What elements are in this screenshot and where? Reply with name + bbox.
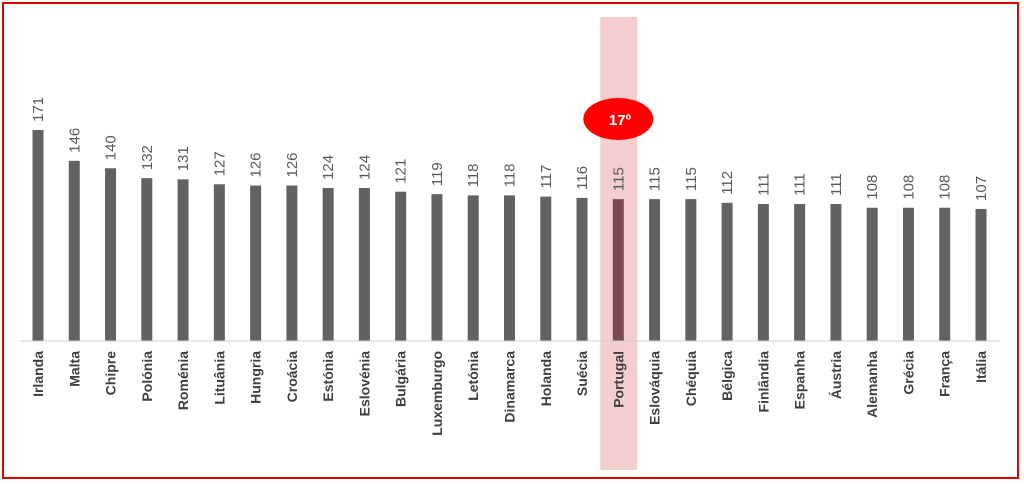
x-tick-label: Alemanha bbox=[864, 351, 880, 418]
data-label: 118 bbox=[465, 163, 482, 187]
x-tick-label: Luxemburgo bbox=[429, 351, 445, 436]
bar-frança bbox=[939, 207, 951, 341]
data-label: 140 bbox=[103, 135, 120, 160]
bar-grécia bbox=[902, 207, 914, 341]
bar-eslovénia bbox=[358, 187, 370, 341]
x-tick-label: Letónia bbox=[465, 351, 481, 401]
x-tick-label: Roménia bbox=[175, 351, 191, 410]
x-tick-label: Itália bbox=[973, 351, 989, 383]
x-tick-label: Hungria bbox=[248, 351, 264, 404]
data-label: 111 bbox=[755, 173, 772, 196]
data-label: 146 bbox=[66, 128, 83, 153]
bar-irlanda bbox=[32, 130, 44, 341]
bar-polónia bbox=[141, 178, 153, 341]
x-tick-label: Chipre bbox=[103, 351, 119, 396]
bar-itália bbox=[975, 208, 987, 341]
bar-chipre bbox=[105, 168, 117, 341]
bar-bulgária bbox=[395, 191, 407, 341]
bar-dinamarca bbox=[504, 195, 515, 341]
bar-luxemburgo bbox=[431, 194, 443, 341]
data-label: 116 bbox=[574, 166, 591, 190]
x-tick-label: Chéquia bbox=[683, 351, 699, 406]
data-label: 126 bbox=[284, 152, 301, 177]
x-tick-label: Holanda bbox=[538, 351, 554, 406]
data-label: 124 bbox=[356, 155, 373, 180]
bar-alemanha bbox=[866, 207, 878, 341]
x-tick-label: Bulgária bbox=[393, 351, 409, 407]
x-tick-label: Portugal bbox=[610, 351, 626, 408]
data-label: 126 bbox=[248, 152, 265, 177]
data-label: 118 bbox=[502, 163, 519, 187]
x-tick-label: Croácia bbox=[284, 351, 300, 403]
data-label: 107 bbox=[973, 176, 990, 201]
data-label: 108 bbox=[937, 175, 954, 200]
x-tick-label: França bbox=[937, 351, 953, 397]
data-label: 121 bbox=[393, 159, 410, 184]
x-tick-label: Polónia bbox=[139, 351, 155, 402]
data-label: 111 bbox=[828, 173, 845, 196]
x-tick-label: Finlândia bbox=[755, 351, 771, 413]
bar-espanha bbox=[794, 204, 806, 341]
data-label: 171 bbox=[30, 97, 47, 122]
data-label: 117 bbox=[538, 165, 555, 189]
data-label: 108 bbox=[864, 175, 881, 200]
data-label: 108 bbox=[900, 175, 917, 200]
x-tick-label: Eslováquia bbox=[647, 351, 663, 425]
bar-finlândia bbox=[757, 204, 769, 341]
chart-frame bbox=[2, 2, 1019, 479]
x-tick-label: Espanha bbox=[792, 351, 808, 410]
data-label: 131 bbox=[175, 146, 192, 171]
bar-roménia bbox=[177, 179, 189, 341]
data-label: 127 bbox=[211, 151, 228, 176]
bar-eslováquia bbox=[649, 199, 661, 341]
x-tick-label: Suécia bbox=[574, 351, 590, 396]
bar-chéquia bbox=[685, 199, 697, 341]
bar-lituânia bbox=[213, 184, 225, 341]
x-tick-label: Estónia bbox=[320, 351, 336, 402]
data-label: 132 bbox=[139, 145, 156, 170]
data-label: 124 bbox=[320, 155, 337, 180]
data-label: 115 bbox=[683, 167, 700, 191]
x-tick-label: Dinamarca bbox=[502, 351, 518, 423]
rank-badge: 17º bbox=[583, 98, 654, 140]
bar-bélgica bbox=[721, 202, 733, 341]
bar-malta bbox=[68, 160, 80, 341]
data-label: 119 bbox=[429, 162, 446, 186]
bar-suécia bbox=[576, 197, 588, 341]
rank-badge-shape bbox=[583, 98, 654, 140]
x-tick-label: Bélgica bbox=[719, 351, 735, 401]
bar-portugal bbox=[612, 199, 624, 341]
x-tick-label: Lituânia bbox=[211, 351, 227, 405]
bar-estónia bbox=[322, 187, 334, 341]
x-tick-label: Eslovénia bbox=[356, 351, 372, 417]
x-tick-label: Grécia bbox=[900, 351, 916, 395]
data-label: 115 bbox=[647, 167, 664, 191]
bar-áustria bbox=[830, 204, 842, 341]
data-label: 115 bbox=[610, 167, 627, 191]
x-tick-label: Áustria bbox=[828, 351, 844, 399]
rank-badge-text: 17º bbox=[609, 112, 632, 129]
bar-holanda bbox=[540, 196, 552, 341]
data-label: 111 bbox=[792, 173, 809, 196]
bar-hungria bbox=[250, 185, 262, 341]
bar-croácia bbox=[286, 185, 298, 341]
x-tick-label: Irlanda bbox=[30, 351, 46, 397]
data-label: 112 bbox=[719, 171, 736, 195]
x-tick-label: Malta bbox=[66, 351, 82, 387]
bar-letónia bbox=[467, 195, 479, 341]
